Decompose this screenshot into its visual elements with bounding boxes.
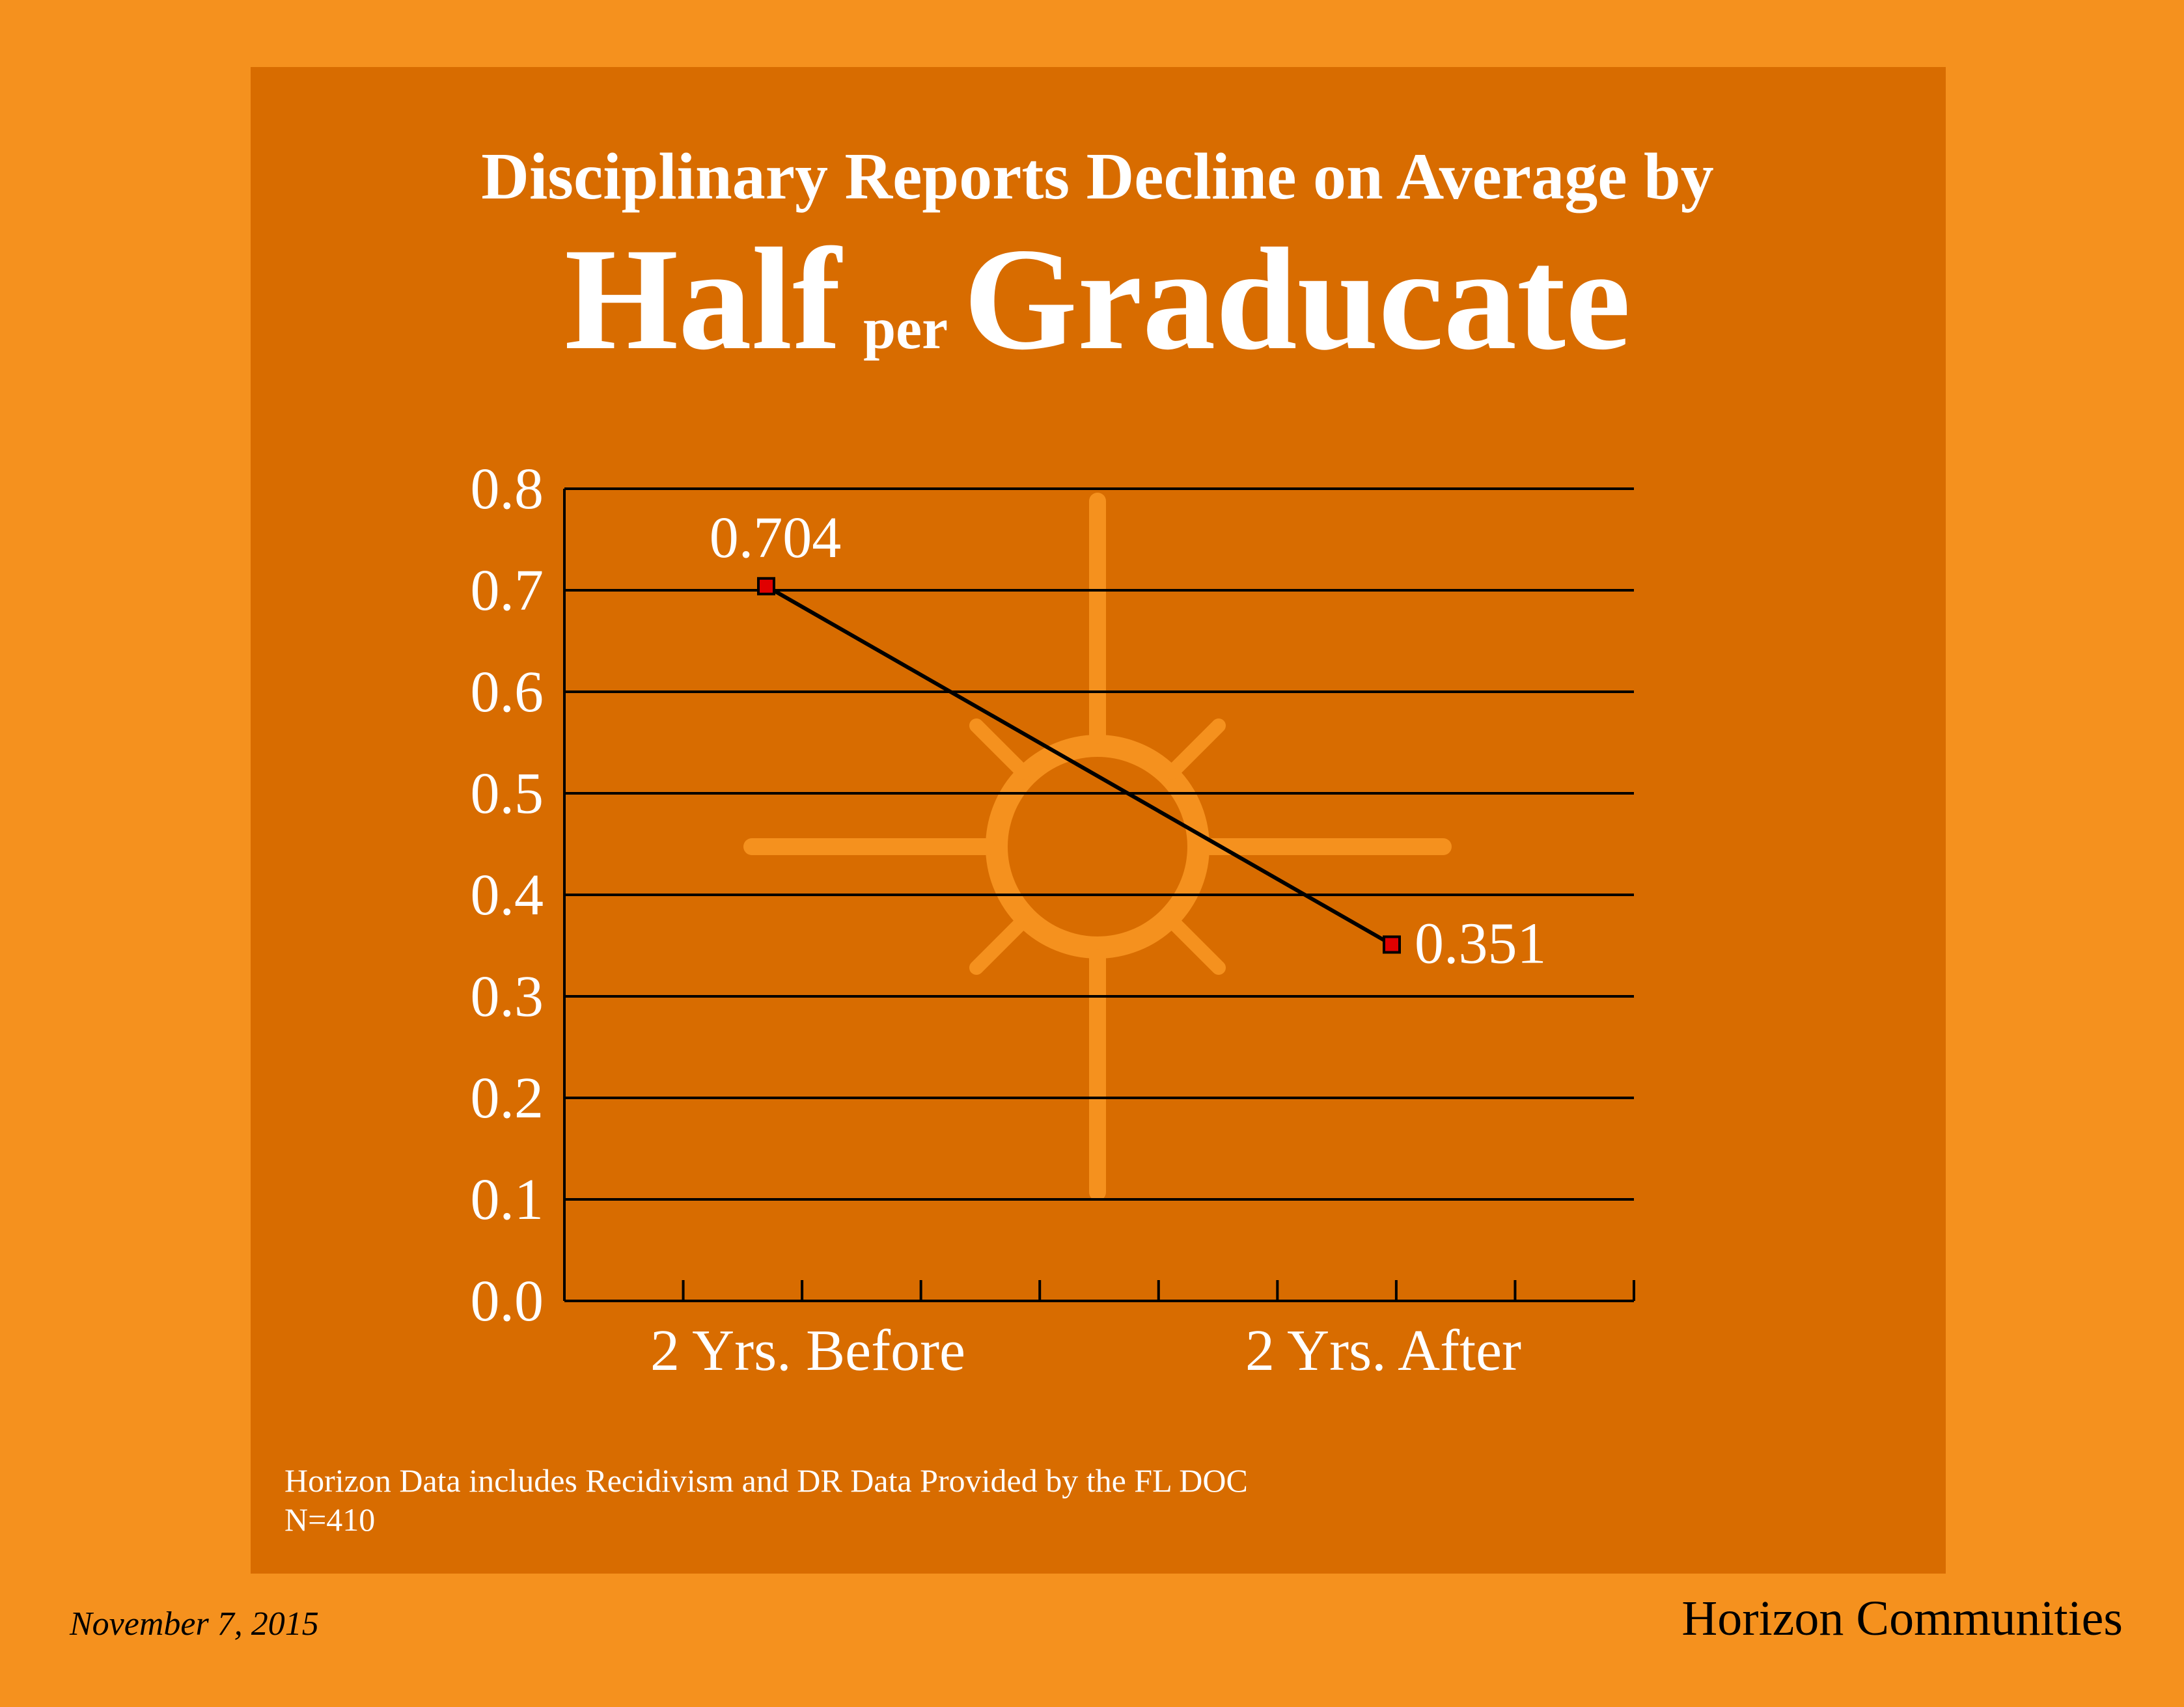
y-tick-label: 0.0	[471, 1269, 544, 1333]
title-word: per	[863, 297, 948, 361]
y-tick-label: 0.2	[471, 1066, 544, 1130]
title-word: Graducate	[963, 217, 1631, 380]
data-label: 0.704	[710, 506, 842, 570]
y-tick-label: 0.8	[471, 457, 544, 521]
y-tick-label: 0.4	[471, 863, 544, 927]
x-tick-label: 2 Yrs. After	[1245, 1318, 1521, 1383]
data-label: 0.351	[1415, 911, 1547, 976]
organization: Horizon Communities	[1681, 1591, 2123, 1646]
y-tick-label: 0.1	[471, 1168, 544, 1232]
marker	[1383, 935, 1401, 954]
chart-title: Disciplinary Reports Decline on Average …	[481, 140, 1713, 213]
line	[765, 584, 1393, 947]
panel	[251, 67, 1946, 1574]
chart-title-emphasis: Half per Graducate	[564, 217, 1631, 380]
x-tick-label: 2 Yrs. Before	[650, 1318, 965, 1383]
y-tick-label: 0.6	[471, 660, 544, 724]
y-tick-label: 0.5	[471, 761, 544, 826]
y-tick-label: 0.7	[471, 558, 544, 623]
date: November 7, 2015	[69, 1605, 319, 1643]
y-tick-label: 0.3	[471, 964, 544, 1029]
note: N=410	[284, 1501, 375, 1538]
note: Horizon Data includes Recidivism and DR …	[284, 1462, 1248, 1499]
title-word: Half	[564, 217, 843, 380]
marker	[757, 577, 775, 595]
